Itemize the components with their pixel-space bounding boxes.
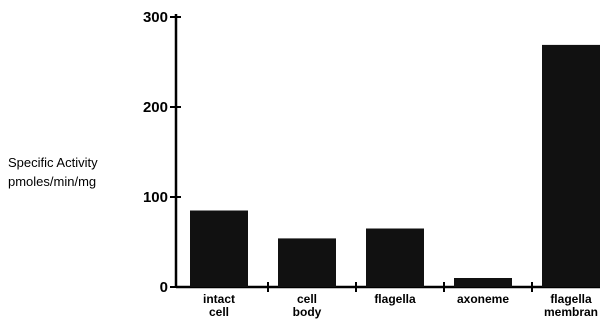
y-axis-label-line-1: Specific Activity [8,155,98,170]
x-tick-label: membran [544,305,598,319]
bar [366,228,424,287]
bar [454,278,512,287]
y-axis-label: Specific Activity pmoles/min/mg [8,155,98,189]
x-tick-label: flagella [550,292,592,306]
x-tick-label: intact [203,292,235,306]
x-tick-label: body [293,305,322,319]
y-tick-label: 300 [143,9,168,26]
bars [190,44,600,288]
y-tick-label: 0 [160,279,168,296]
x-tick-label: cell [209,305,229,319]
x-tick-label: flagella [374,292,416,306]
bar [278,238,336,287]
bar [542,44,600,288]
y-tick-label: 200 [143,99,168,116]
x-tick-label: cell [297,292,317,306]
bar [190,210,248,287]
y-axis-label-line-2: pmoles/min/mg [8,174,96,189]
y-ticks: 0 100 200 300 [143,9,181,296]
x-tick-label: axoneme [457,292,509,306]
y-tick-label: 100 [143,189,168,206]
